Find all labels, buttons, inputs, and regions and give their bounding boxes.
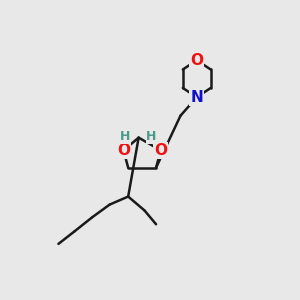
Text: N: N (190, 90, 203, 105)
Text: H: H (119, 130, 130, 143)
Text: O: O (190, 53, 203, 68)
Text: H: H (146, 130, 157, 143)
Text: O: O (117, 143, 130, 158)
Text: O: O (154, 143, 167, 158)
